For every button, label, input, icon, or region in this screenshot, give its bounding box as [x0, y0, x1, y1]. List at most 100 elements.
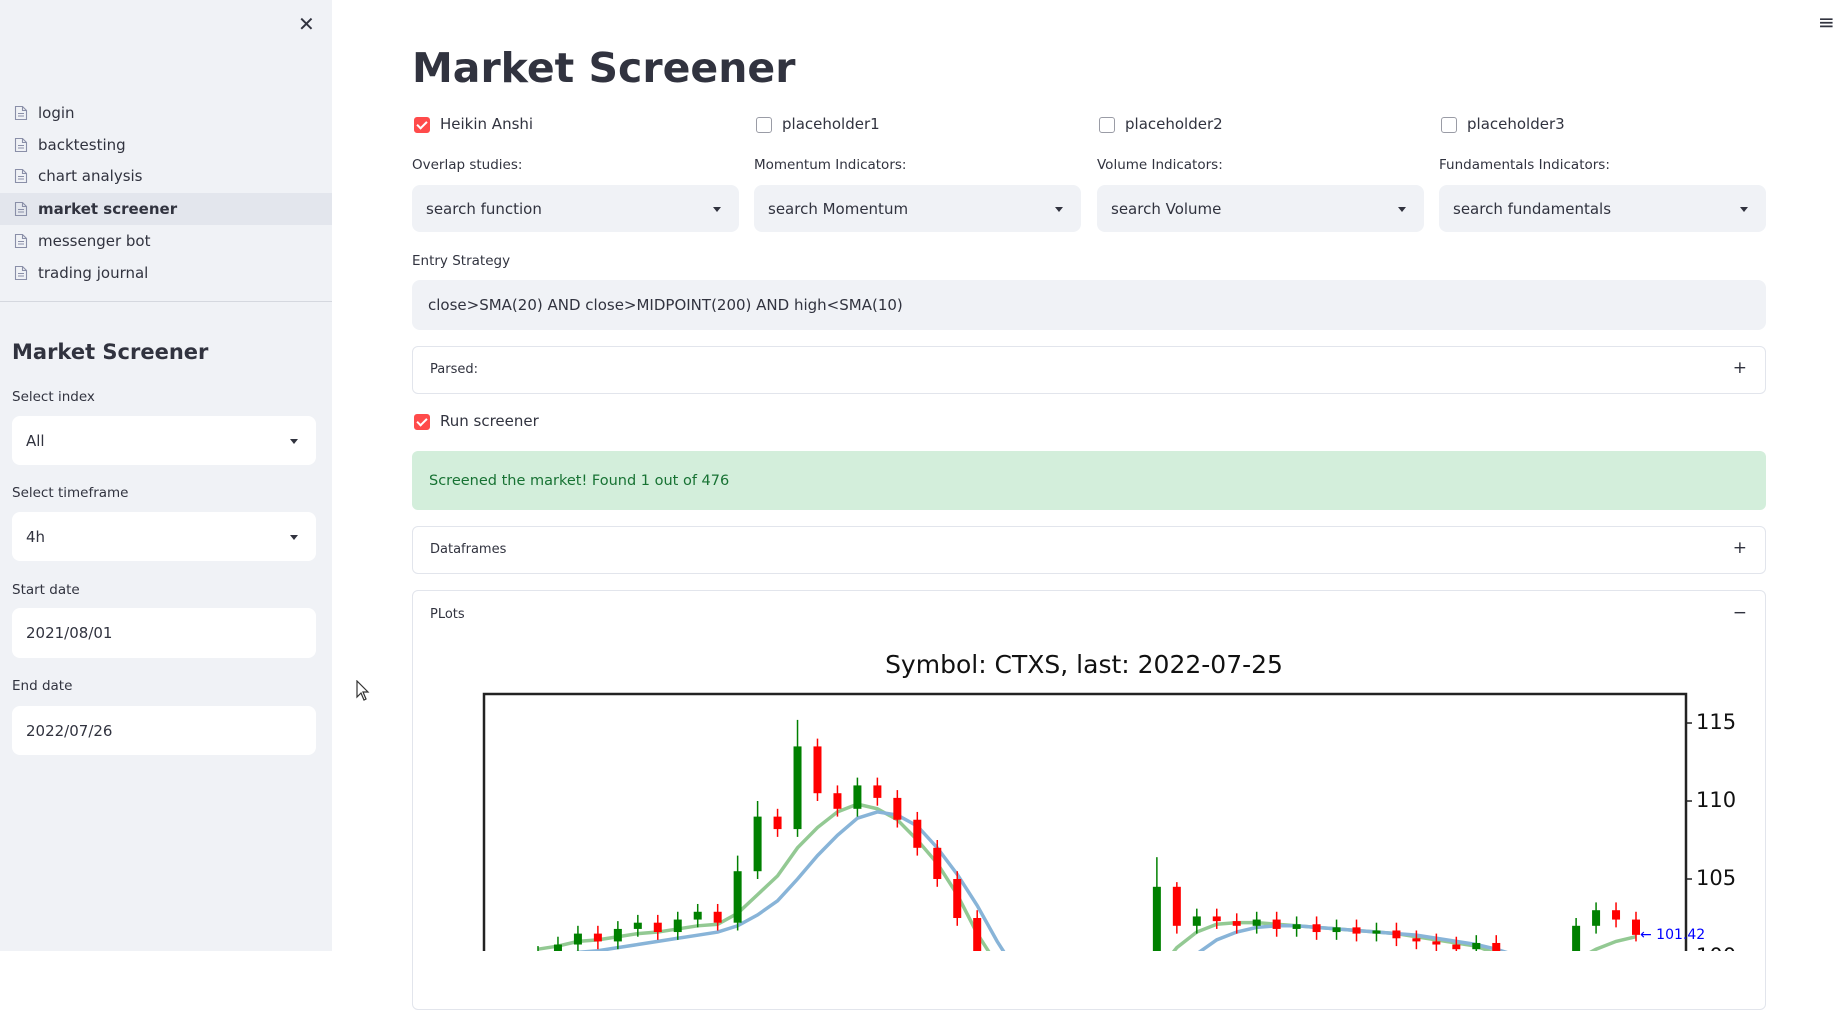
checkbox[interactable] [756, 117, 772, 133]
candle-body [1612, 910, 1621, 920]
checkbox[interactable] [414, 117, 430, 133]
nav-item[interactable]: trading journal [0, 257, 332, 289]
candle-body [1312, 924, 1321, 933]
candle-body [893, 797, 902, 820]
candle-body [573, 933, 582, 945]
candle-body [1432, 941, 1441, 945]
candle-body [1412, 938, 1421, 942]
date-input[interactable]: 2021/08/01 [12, 608, 316, 658]
page-icon [14, 137, 28, 153]
close-button[interactable]: ✕ [298, 12, 315, 36]
expander-label: PLots [430, 607, 465, 622]
candle-body [653, 922, 662, 933]
multiselect[interactable]: search fundamentals [1439, 185, 1766, 232]
candle-body [773, 816, 782, 830]
menu-button[interactable]: ≡ [1818, 10, 1835, 34]
candle-body [1252, 919, 1261, 926]
alert-text: Screened the market! Found 1 out of 476 [429, 472, 730, 489]
checkbox[interactable] [1441, 117, 1457, 133]
candle-body [1332, 927, 1341, 933]
checkbox-label: placeholder3 [1467, 115, 1565, 133]
candle-body [833, 793, 842, 809]
candle-body [853, 785, 862, 809]
expander-label: Parsed: [430, 362, 478, 377]
success-alert: Screened the market! Found 1 out of 476 [412, 451, 1766, 510]
candle-body [673, 919, 682, 933]
multiselect[interactable]: search Volume [1097, 185, 1424, 232]
candle-body [613, 928, 622, 942]
nav-label: trading journal [38, 264, 149, 282]
moving-average-line [575, 810, 1508, 951]
checkbox-label: Run screener [440, 412, 539, 430]
select-label: Momentum Indicators: [754, 157, 907, 173]
nav-item[interactable]: login [0, 97, 332, 129]
candle-body [1212, 916, 1221, 922]
page: {"sidebar":{"nav":["login","backtesting"… [0, 0, 1845, 951]
text-input[interactable]: close>SMA(20) AND close>MIDPOINT(200) AN… [412, 280, 1766, 330]
nav-label: market screener [38, 200, 178, 218]
nav-label: backtesting [38, 136, 126, 154]
page-icon [14, 233, 28, 249]
select-placeholder: search fundamentals [1453, 199, 1612, 218]
plot-frame [482, 692, 1688, 951]
field-label: Entry Strategy [412, 253, 511, 269]
page-icon [14, 105, 28, 121]
nav-item[interactable]: chart analysis [0, 160, 332, 192]
date-input[interactable]: 2022/07/26 [12, 706, 316, 755]
candle-body [1372, 930, 1381, 934]
candle-body [1152, 886, 1161, 951]
field-label: Select index [12, 389, 95, 405]
annotation: ← 101.42 [1640, 927, 1705, 943]
expander[interactable]: Dataframes + [412, 526, 1766, 574]
nav-item[interactable]: market screener [0, 193, 332, 225]
multiselect[interactable]: search function [412, 185, 739, 232]
sidebar-title: Market Screener [12, 340, 209, 364]
y-tick-label: 105 [1696, 866, 1736, 890]
select-index[interactable]: All [12, 416, 316, 465]
candle-body [1572, 925, 1581, 951]
nav-item[interactable]: messenger bot [0, 225, 332, 257]
candle-body [1392, 930, 1401, 939]
field-label: End date [12, 678, 73, 694]
select-placeholder: search function [426, 199, 542, 218]
checkbox[interactable] [414, 414, 430, 430]
sidebar: ✕ login backtesting chart analysis market s… [0, 0, 332, 951]
candle-body [813, 746, 822, 794]
select-timeframe[interactable]: 4h [12, 512, 316, 561]
candle-body [973, 918, 982, 951]
moving-average-line [537, 802, 1637, 951]
select-value: All [26, 431, 45, 450]
candle-body [733, 871, 742, 923]
select-value: 4h [26, 527, 46, 546]
candle-body [1472, 942, 1481, 950]
y-tick-label: 110 [1696, 788, 1736, 812]
candle-body [1232, 921, 1241, 926]
select-label: Overlap studies: [412, 157, 523, 173]
candle-body [593, 933, 602, 942]
nav-item[interactable]: backtesting [0, 129, 332, 161]
nav-label: chart analysis [38, 167, 143, 185]
candle-body [1592, 910, 1601, 926]
nav-label: login [38, 104, 75, 122]
candle-body [873, 785, 882, 798]
expander[interactable]: Parsed: + [412, 346, 1766, 394]
candle-body [1492, 942, 1501, 951]
multiselect[interactable]: search Momentum [754, 185, 1081, 232]
page-title: Market Screener [412, 44, 796, 92]
candle-body [933, 847, 942, 880]
candle-body [753, 816, 762, 872]
candle-body [1632, 919, 1640, 935]
candle-body [1352, 927, 1361, 934]
input-value: 2022/07/26 [26, 721, 113, 740]
mouse-cursor [356, 680, 370, 701]
candle-body [633, 922, 642, 929]
candle-body [1292, 924, 1301, 929]
candle-body [953, 879, 962, 919]
chart: Symbol: CTXS, last: 2022-07-25 115 110 105… [482, 650, 1736, 951]
checkbox[interactable] [1099, 117, 1115, 133]
chart-title: Symbol: CTXS, last: 2022-07-25 [885, 650, 1283, 679]
expander-label: Dataframes [430, 542, 507, 557]
field-label: Select timeframe [12, 485, 129, 501]
y-tick-label: 115 [1696, 710, 1736, 734]
candle-body [1452, 944, 1461, 950]
